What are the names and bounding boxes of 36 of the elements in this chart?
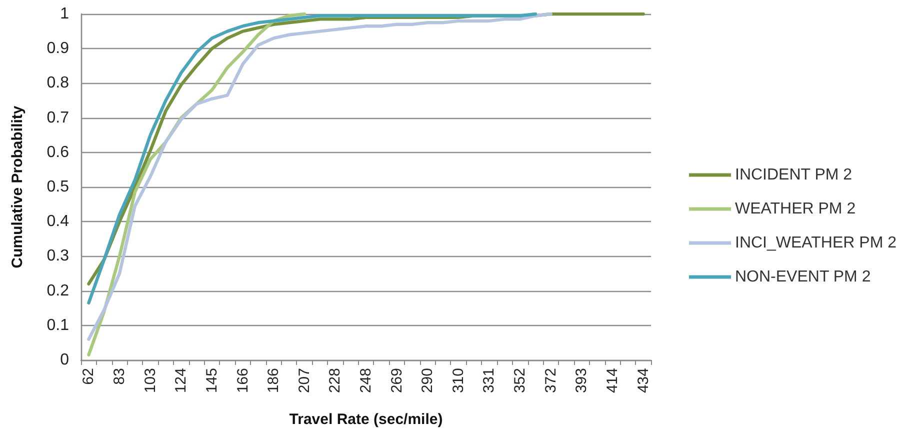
y-tick-label: 0 [60, 352, 70, 368]
x-axis-title: Travel Rate (sec/mile) [289, 411, 443, 428]
x-tick-label: 166 [234, 368, 252, 394]
legend-label: WEATHER PM 2 [735, 200, 856, 218]
y-tick-label: 0.5 [46, 178, 70, 196]
y-tick-label: 0.7 [46, 109, 70, 126]
x-tick-label: 290 [419, 368, 436, 394]
y-tick-label: 0.9 [46, 40, 70, 58]
x-tick-label: 248 [358, 368, 374, 394]
x-tick-label: 331 [480, 368, 498, 394]
x-tick-label: 352 [512, 368, 529, 394]
y-tick-label: 0.6 [46, 144, 70, 161]
y-tick-label: 0.1 [46, 316, 70, 334]
x-tick-label: 393 [573, 368, 590, 394]
x-tick-label: 83 [111, 368, 128, 385]
y-tick-label: 0.4 [46, 213, 70, 230]
legend-label: INCI_WEATHER PM 2 [735, 234, 897, 252]
x-tick-label: 62 [80, 368, 98, 385]
x-tick-label: 434 [634, 368, 652, 394]
legend-label: INCIDENT PM 2 [735, 166, 852, 184]
x-tick-label: 414 [604, 368, 621, 394]
y-tick-label: 0.8 [46, 74, 70, 92]
y-tick-label: 1 [60, 6, 70, 22]
x-tick-label: 186 [265, 368, 282, 394]
x-tick-label: 269 [388, 368, 406, 394]
x-tick-label: 103 [142, 368, 159, 394]
y-tick-label: 0.2 [46, 282, 70, 300]
x-tick-label: 228 [326, 368, 344, 394]
legend-label: NON-EVENT PM 2 [735, 268, 871, 286]
y-tick-label: 0.3 [46, 248, 70, 265]
y-axis-title: Cumulative Probability [9, 105, 26, 268]
x-tick-label: 207 [296, 368, 313, 394]
x-tick-label: 310 [450, 368, 467, 394]
x-tick-label: 145 [203, 368, 220, 394]
x-tick-label: 372 [542, 368, 560, 394]
x-tick-label: 124 [172, 368, 190, 394]
